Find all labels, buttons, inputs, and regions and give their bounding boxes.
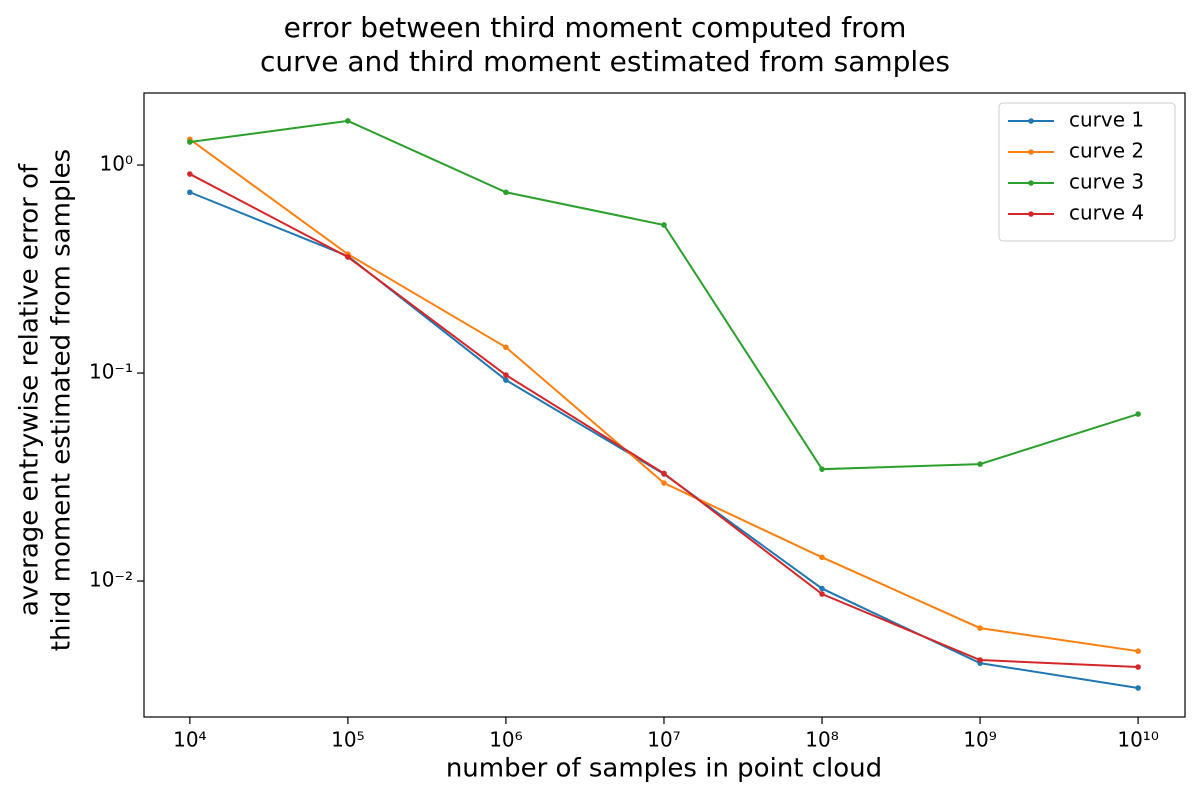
- series-marker: [345, 118, 351, 124]
- series-marker: [503, 377, 509, 383]
- series-marker: [977, 625, 983, 631]
- series-marker: [503, 372, 509, 378]
- x-tick-label: 10⁸: [805, 728, 838, 752]
- series-marker: [661, 470, 667, 477]
- series-marker: [345, 254, 351, 260]
- legend-marker: [1028, 149, 1034, 155]
- series-marker: [503, 344, 509, 351]
- series-marker: [977, 461, 983, 467]
- x-tick-label: 10⁴: [173, 728, 206, 752]
- series-marker: [819, 591, 825, 597]
- x-tick-label: 10¹⁰: [1117, 728, 1158, 752]
- x-tick-label: 10⁶: [489, 728, 522, 752]
- y-axis-label: third moment estimated from samples: [47, 149, 77, 651]
- chart-title: curve and third moment estimated from sa…: [260, 45, 950, 78]
- series-marker: [661, 222, 667, 228]
- series-marker: [1135, 648, 1141, 654]
- series-marker: [1135, 664, 1141, 670]
- x-tick-label: 10⁹: [963, 728, 996, 752]
- series-marker: [503, 189, 509, 196]
- legend-marker: [1028, 118, 1034, 124]
- x-axis-label: number of samples in point cloud: [446, 754, 882, 784]
- legend-label: curve 4: [1069, 201, 1144, 225]
- chart-title: error between third moment computed from: [284, 11, 907, 44]
- series-marker: [1135, 685, 1141, 691]
- y-tick-label: 10⁻¹: [89, 360, 133, 384]
- plot-frame: [143, 92, 1186, 718]
- series-marker: [187, 139, 193, 145]
- series-marker: [1135, 411, 1141, 417]
- series-marker: [977, 657, 983, 663]
- series-marker: [819, 585, 825, 592]
- legend-marker: [1028, 211, 1034, 217]
- series-marker: [187, 189, 193, 196]
- legend-box: [998, 102, 1176, 242]
- y-tick-label: 10⁻²: [89, 568, 133, 592]
- series-marker: [819, 466, 825, 472]
- y-tick-label: 10⁰: [100, 152, 133, 176]
- series-marker: [187, 171, 193, 177]
- x-tick-label: 10⁷: [647, 728, 680, 752]
- legend-marker: [1028, 180, 1034, 186]
- legend-label: curve 3: [1069, 170, 1144, 194]
- legend-label: curve 2: [1069, 139, 1144, 163]
- legend-label: curve 1: [1069, 108, 1144, 132]
- series-marker: [661, 480, 667, 486]
- x-tick-label: 10⁵: [331, 728, 364, 752]
- legend: curve 1 curve 2 curve 3 curve 4: [998, 102, 1176, 242]
- series-marker: [819, 554, 825, 561]
- y-axis-label: average entrywise relative error of: [15, 163, 45, 616]
